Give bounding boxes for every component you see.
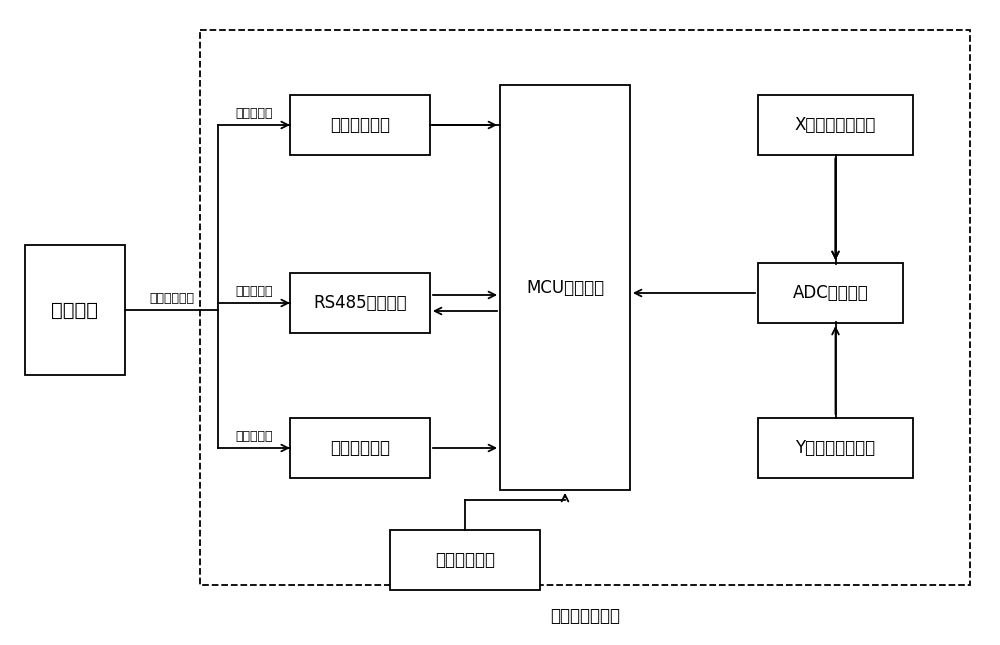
Text: 两芯控制线: 两芯控制线 bbox=[235, 285, 273, 298]
Text: 时间同步电路: 时间同步电路 bbox=[330, 439, 390, 457]
Text: 桥梁位移传感器: 桥梁位移传感器 bbox=[550, 607, 620, 625]
Text: 单芯同步线: 单芯同步线 bbox=[235, 430, 273, 443]
Bar bbox=[390, 530, 540, 590]
Bar bbox=[758, 418, 913, 478]
Bar bbox=[25, 245, 125, 375]
Bar bbox=[290, 95, 430, 155]
Text: 数据基站: 数据基站 bbox=[52, 301, 98, 319]
Bar bbox=[500, 85, 630, 490]
Text: ADC处理电路: ADC处理电路 bbox=[793, 284, 868, 302]
Text: 温度传感电路: 温度传感电路 bbox=[435, 551, 495, 569]
Text: 六芯数据总线: 六芯数据总线 bbox=[149, 292, 194, 305]
Bar bbox=[200, 30, 970, 585]
Text: X轴倾角传感电路: X轴倾角传感电路 bbox=[795, 116, 876, 134]
Bar bbox=[290, 273, 430, 333]
Bar bbox=[758, 95, 913, 155]
Text: MCU控制电路: MCU控制电路 bbox=[526, 279, 604, 297]
Text: 两芯供电线: 两芯供电线 bbox=[235, 107, 273, 120]
Text: 电源管理电路: 电源管理电路 bbox=[330, 116, 390, 134]
Text: RS485通讯电路: RS485通讯电路 bbox=[313, 294, 407, 312]
Text: Y轴倾角传感电路: Y轴倾角传感电路 bbox=[795, 439, 876, 457]
Bar bbox=[758, 263, 903, 323]
Bar bbox=[290, 418, 430, 478]
